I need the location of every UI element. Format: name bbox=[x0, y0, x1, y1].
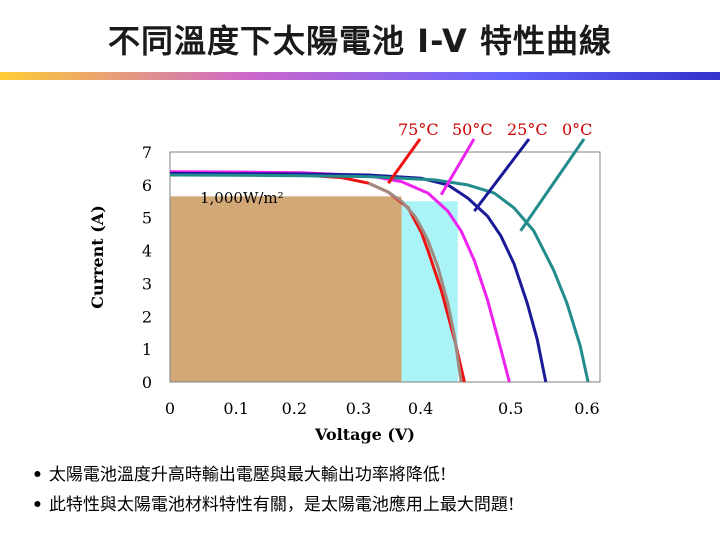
bullet-dot: • bbox=[32, 465, 43, 485]
bullet-2-text: 此特性與太陽電池材料特性有關，是太陽電池應用上最大問題! bbox=[48, 495, 515, 515]
series-line-0C bbox=[169, 173, 590, 383]
temperature-label-25c: 25°C bbox=[507, 120, 548, 139]
bullet-2: • 此特性與太陽電池材料特性有關，是太陽電池應用上最大問題! bbox=[32, 490, 515, 515]
y-tick-label: 2 bbox=[142, 307, 152, 326]
y-tick-label: 5 bbox=[142, 209, 152, 228]
temperature-pointer-line bbox=[439, 138, 476, 196]
y-tick-label: 4 bbox=[142, 242, 152, 261]
series-line-mpp-locus bbox=[367, 181, 463, 383]
x-tick-label: 0.1 bbox=[223, 399, 248, 418]
x-tick-label: 0.4 bbox=[408, 399, 433, 418]
temperature-pointer-line bbox=[387, 138, 422, 185]
y-tick-label: 1 bbox=[142, 340, 152, 359]
x-tick-label: 0.6 bbox=[574, 399, 599, 418]
temperature-label-0c: 0°C bbox=[562, 120, 592, 139]
y-tick-label: 3 bbox=[142, 274, 152, 293]
temperature-pointer-line bbox=[473, 138, 531, 213]
irradiance-annotation: 1,000W/m² bbox=[200, 189, 284, 207]
bullet-1: • 太陽電池溫度升高時輸出電壓與最大輸出功率將降低! bbox=[32, 460, 447, 485]
y-tick-label: 7 bbox=[142, 143, 152, 162]
title-gradient-bar bbox=[0, 72, 720, 80]
x-tick-label: 0 bbox=[165, 399, 175, 418]
bullet-dot: • bbox=[32, 495, 43, 515]
y-axis-label: Current (A) bbox=[88, 205, 107, 309]
temperature-pointer-line bbox=[519, 138, 586, 232]
x-tick-label: 0.5 bbox=[498, 399, 523, 418]
bullet-1-text: 太陽電池溫度升高時輸出電壓與最大輸出功率將降低! bbox=[48, 465, 447, 485]
x-tick-label: 0.2 bbox=[282, 399, 307, 418]
temperature-label-75c: 75°C bbox=[398, 120, 439, 139]
temperature-label-50c: 50°C bbox=[452, 120, 493, 139]
series-line-25C bbox=[169, 171, 548, 383]
max-power-region bbox=[170, 196, 402, 382]
x-axis-label: Voltage (V) bbox=[314, 425, 415, 444]
y-tick-label: 6 bbox=[142, 176, 152, 195]
iv-chart: 0 1 2 3 4 5 6 7 0 0.1 0.2 0.3 0.4 0.5 0.6 Voltage (V) Cu… bbox=[88, 120, 601, 444]
y-tick-label: 0 bbox=[142, 373, 152, 392]
slide-title: 不同溫度下太陽電池 I-V 特性曲線 bbox=[108, 22, 612, 60]
plot-frame bbox=[169, 151, 601, 383]
x-tick-label: 0.3 bbox=[346, 399, 371, 418]
